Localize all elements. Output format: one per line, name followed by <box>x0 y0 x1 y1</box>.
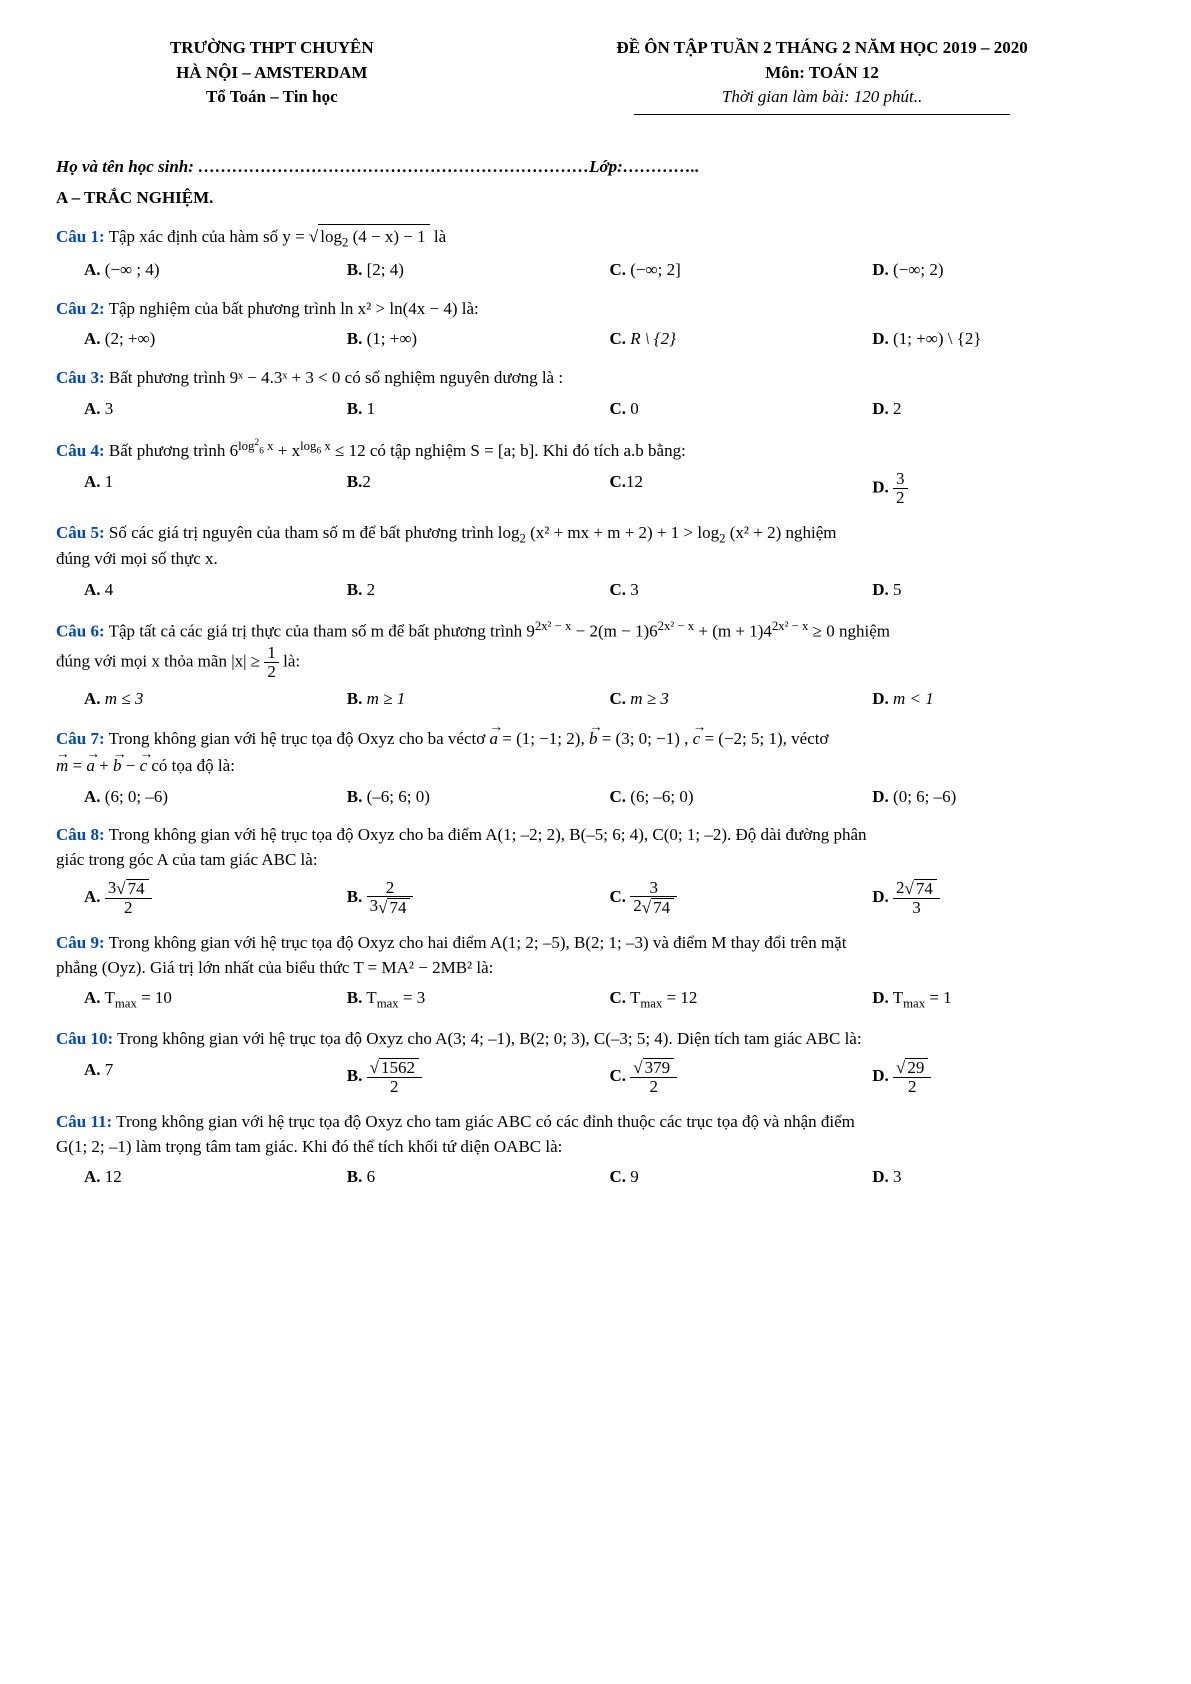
q6-label: Câu 6: <box>56 621 105 640</box>
header-underline <box>634 114 1009 115</box>
q1-opt-a: A. (−∞ ; 4) <box>84 258 347 283</box>
class-prefix: Lớp:………….. <box>589 157 699 176</box>
q4-options: A. 1 B.2 C.12 D. 32 <box>84 470 1135 507</box>
question-3: Câu 3: Bất phương trình 9ˣ − 4.3ˣ + 3 < … <box>56 366 1135 391</box>
question-4: Câu 4: Bất phương trình 6log26 x + xlog6… <box>56 435 1135 464</box>
q7-opt-c: C. (6; –6; 0) <box>610 785 873 810</box>
q9-opt-d: D. Tmax = 1 <box>872 986 1135 1013</box>
q11-options: A. 12 B. 6 C. 9 D. 3 <box>84 1165 1135 1190</box>
student-name-line: Họ và tên học sinh: ……………………………………………………… <box>56 155 1135 180</box>
q9-opt-c: C. Tmax = 12 <box>610 986 873 1013</box>
question-1: Câu 1: Tập xác định của hàm số y = log2 … <box>56 224 1135 252</box>
question-6: Câu 6: Tập tất cả các giá trị thực của t… <box>56 617 1135 681</box>
exam-subject: Môn: TOÁN 12 <box>509 61 1135 86</box>
school-block: TRƯỜNG THPT CHUYÊN HÀ NỘI – AMSTERDAM Tổ… <box>56 36 488 115</box>
q8-opt-d: D. 2743 <box>872 879 1135 917</box>
document-header: TRƯỜNG THPT CHUYÊN HÀ NỘI – AMSTERDAM Tổ… <box>56 36 1135 115</box>
q3-opt-b: B. 1 <box>347 397 610 422</box>
q1-sqrt: log2 (4 − x) − 1 <box>309 224 430 252</box>
question-8: Câu 8: Trong không gian với hệ trục tọa … <box>56 823 1135 872</box>
q7-opt-a: A. (6; 0; –6) <box>84 785 347 810</box>
question-10: Câu 10: Trong không gian với hệ trục tọa… <box>56 1027 1135 1052</box>
question-2: Câu 2: Tập nghiệm của bất phương trình l… <box>56 297 1135 322</box>
q3-opt-d: D. 2 <box>872 397 1135 422</box>
q9-label: Câu 9: <box>56 933 105 952</box>
q8-label: Câu 8: <box>56 825 105 844</box>
q5-opt-a: A. 4 <box>84 578 347 603</box>
question-9: Câu 9: Trong không gian với hệ trục tọa … <box>56 931 1135 980</box>
q5-opt-d: D. 5 <box>872 578 1135 603</box>
q2-text: Tập nghiệm của bất phương trình ln x² > … <box>105 299 479 318</box>
q11-label: Câu 11: <box>56 1112 112 1131</box>
q8-opt-c: C. 3274 <box>610 879 873 917</box>
q2-opt-b: B. (1; +∞) <box>347 327 610 352</box>
q8-opt-b: B. 2374 <box>347 879 610 917</box>
q3-opt-a: A. 3 <box>84 397 347 422</box>
q11-opt-b: B. 6 <box>347 1165 610 1190</box>
q9-options: A. Tmax = 10 B. Tmax = 3 C. Tmax = 12 D.… <box>84 986 1135 1013</box>
q3-opt-c: C. 0 <box>610 397 873 422</box>
q10-opt-a: A. 7 <box>84 1058 347 1096</box>
q4-opt-d: D. 32 <box>872 470 1135 507</box>
q10-opt-d: D. 292 <box>872 1058 1135 1096</box>
q10-opt-b: B. 15622 <box>347 1058 610 1096</box>
q1-opt-d: D. (−∞; 2) <box>872 258 1135 283</box>
q9-opt-b: B. Tmax = 3 <box>347 986 610 1013</box>
q5-opt-b: B. 2 <box>347 578 610 603</box>
q1-text-pre: Tập xác định của hàm số y = <box>105 227 309 246</box>
title-block: ĐỀ ÔN TẬP TUẦN 2 THÁNG 2 NĂM HỌC 2019 – … <box>509 36 1135 115</box>
q3-text: Bất phương trình 9ˣ − 4.3ˣ + 3 < 0 có số… <box>105 368 563 387</box>
q11-opt-c: C. 9 <box>610 1165 873 1190</box>
q10-opt-c: C. 3792 <box>610 1058 873 1096</box>
q4-opt-c: C.12 <box>610 470 873 507</box>
q5-options: A. 4 B. 2 C. 3 D. 5 <box>84 578 1135 603</box>
q4-opt-a: A. 1 <box>84 470 347 507</box>
q9-opt-a: A. Tmax = 10 <box>84 986 347 1013</box>
section-a-title: A – TRẮC NGHIỆM. <box>56 186 1135 211</box>
q1-options: A. (−∞ ; 4) B. [2; 4) C. (−∞; 2] D. (−∞;… <box>84 258 1135 283</box>
q5-opt-c: C. 3 <box>610 578 873 603</box>
q10-label: Câu 10: <box>56 1029 113 1048</box>
q2-opt-a: A. (2; +∞) <box>84 327 347 352</box>
question-11: Câu 11: Trong không gian với hệ trục tọa… <box>56 1110 1135 1159</box>
q8-opt-a: A. 3742 <box>84 879 347 917</box>
q11-opt-a: A. 12 <box>84 1165 347 1190</box>
q1-text-post: là <box>430 227 447 246</box>
school-line-1: TRƯỜNG THPT CHUYÊN <box>56 36 488 61</box>
q6-opt-c: C. m ≥ 3 <box>610 687 873 712</box>
q6-opt-d: D. m < 1 <box>872 687 1135 712</box>
school-line-2: HÀ NỘI – AMSTERDAM <box>56 61 488 86</box>
q5-label: Câu 5: <box>56 523 105 542</box>
q6-opt-a: A. m ≤ 3 <box>84 687 347 712</box>
q3-label: Câu 3: <box>56 368 105 387</box>
q1-label: Câu 1: <box>56 227 105 246</box>
q4-label: Câu 4: <box>56 441 105 460</box>
q2-options: A. (2; +∞) B. (1; +∞) C. R \ {2} D. (1; … <box>84 327 1135 352</box>
q7-opt-d: D. (0; 6; –6) <box>872 785 1135 810</box>
q8-options: A. 3742 B. 2374 C. 3274 D. 2743 <box>84 879 1135 917</box>
q7-options: A. (6; 0; –6) B. (–6; 6; 0) C. (6; –6; 0… <box>84 785 1135 810</box>
school-line-3: Tổ Toán – Tin học <box>56 85 488 110</box>
q2-opt-c: C. R \ {2} <box>610 327 873 352</box>
q6-opt-b: B. m ≥ 1 <box>347 687 610 712</box>
q10-options: A. 7 B. 15622 C. 3792 D. 292 <box>84 1058 1135 1096</box>
q1-opt-c: C. (−∞; 2] <box>610 258 873 283</box>
q1-opt-b: B. [2; 4) <box>347 258 610 283</box>
question-7: Câu 7: Trong không gian với hệ trục tọa … <box>56 725 1135 778</box>
q2-label: Câu 2: <box>56 299 105 318</box>
exam-duration: Thời gian làm bài: 120 phút.. <box>509 85 1135 110</box>
q2-opt-d: D. (1; +∞) \ {2} <box>872 327 1135 352</box>
student-prefix: Họ và tên học sinh: ……………………………………………………… <box>56 157 589 176</box>
q4-opt-b: B.2 <box>347 470 610 507</box>
q7-opt-b: B. (–6; 6; 0) <box>347 785 610 810</box>
q3-options: A. 3 B. 1 C. 0 D. 2 <box>84 397 1135 422</box>
question-5: Câu 5: Số các giá trị nguyên của tham số… <box>56 521 1135 573</box>
q11-opt-d: D. 3 <box>872 1165 1135 1190</box>
exam-title: ĐỀ ÔN TẬP TUẦN 2 THÁNG 2 NĂM HỌC 2019 – … <box>509 36 1135 61</box>
q6-options: A. m ≤ 3 B. m ≥ 1 C. m ≥ 3 D. m < 1 <box>84 687 1135 712</box>
